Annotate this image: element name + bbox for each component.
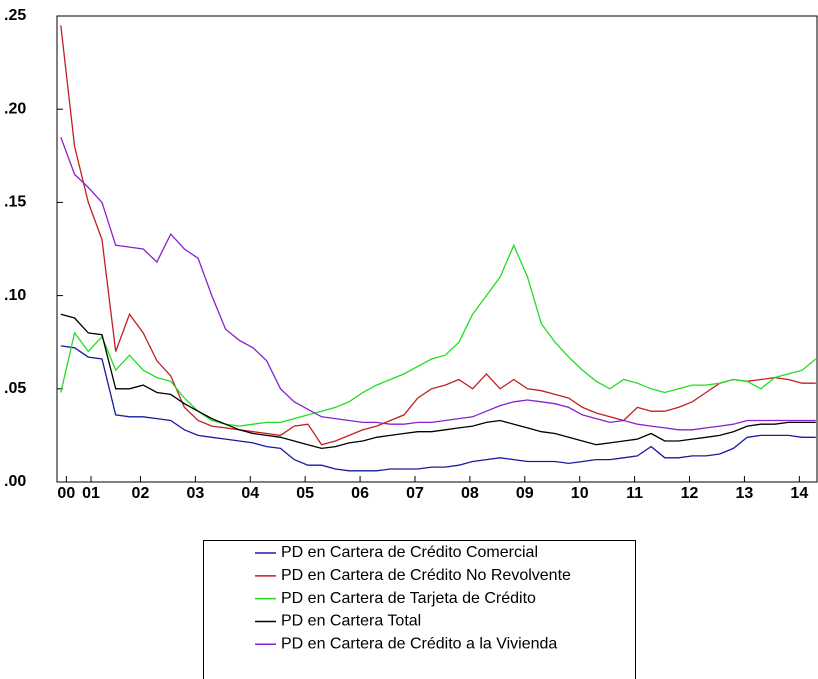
x-tick-label: 05	[296, 485, 314, 502]
x-tick-label: 13	[736, 485, 754, 502]
y-tick-label: .05	[4, 380, 26, 397]
x-tick-label: 10	[571, 485, 589, 502]
legend-label: PD en Cartera de Crédito No Revolvente	[281, 567, 571, 584]
y-tick-label: .15	[4, 194, 26, 211]
y-tick-label: .20	[4, 100, 26, 117]
x-tick-label: 12	[681, 485, 699, 502]
series-line	[60, 136, 816, 431]
x-tick-label: 06	[351, 485, 369, 502]
series-line	[60, 243, 817, 427]
x-tick-label: 14	[790, 485, 808, 502]
plot-frame	[56, 15, 818, 483]
x-tick-label: 09	[516, 485, 534, 502]
legend-label: PD en Cartera de Crédito a la Vivienda	[281, 636, 557, 653]
x-tick-label: 08	[461, 485, 479, 502]
y-tick-label: .25	[4, 7, 26, 24]
x-tick-label: 02	[132, 485, 150, 502]
x-tick-label: 03	[186, 485, 204, 502]
x-tick-label: 07	[406, 485, 424, 502]
y-tick-label: .10	[4, 287, 26, 304]
legend-label: PD en Cartera de Crédito Comercial	[281, 544, 538, 561]
legend-label: PD en Cartera de Tarjeta de Crédito	[281, 590, 536, 607]
legend-label: PD en Cartera Total	[281, 613, 421, 630]
series-line	[60, 345, 816, 472]
x-tick-label: 00	[57, 485, 75, 502]
x-tick-label: 04	[241, 485, 259, 502]
legend-box	[203, 540, 636, 679]
series-line	[60, 25, 816, 446]
series-line	[60, 313, 816, 450]
x-tick-label: 11	[626, 485, 643, 502]
x-tick-label: 01	[82, 485, 100, 502]
y-tick-label: .00	[4, 473, 26, 490]
